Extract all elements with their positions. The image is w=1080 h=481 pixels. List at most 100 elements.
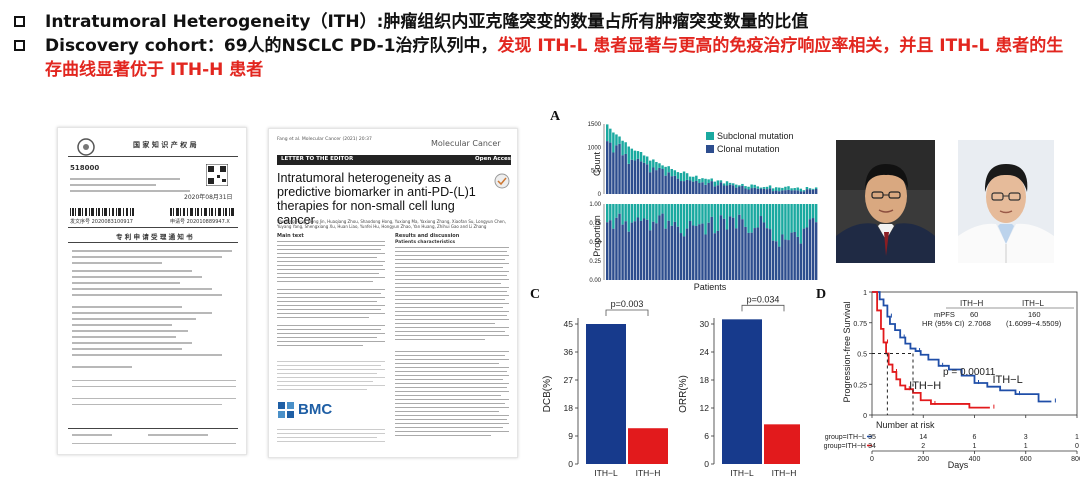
bar-chart-ytick: 24 (700, 347, 710, 357)
proportion-bar-clonal (787, 240, 790, 280)
letter-col1-head: Main text (277, 233, 304, 239)
proportion-bar-subclonal (606, 204, 609, 223)
count-bar-clonal (750, 188, 753, 194)
count-bar-subclonal (731, 183, 735, 186)
proportion-bar-clonal (799, 243, 803, 280)
count-bar-subclonal (701, 178, 704, 183)
bar-chart-ytick: 12 (700, 403, 710, 413)
count-bar-subclonal (688, 176, 692, 181)
proportion-bar-clonal (735, 228, 738, 280)
count-bar-subclonal (624, 142, 627, 154)
count-bar-subclonal (719, 180, 723, 183)
proportion-bar-subclonal (615, 204, 618, 218)
panel-a-bottom-ticks: 1.00 0.75 0.50 0.25 0.00 (589, 202, 605, 284)
letter-journal-ref: Fang et al. Molecular Cancer (2021) 20:3… (277, 137, 372, 142)
proportion-bar-clonal (661, 213, 664, 280)
risk-count: 1 (1024, 443, 1028, 450)
count-bar-clonal (633, 160, 637, 194)
bullet-discovery-cohort: Discovery cohort：69人的NSCLC PD-1治疗队列中，发现 … (14, 34, 1070, 82)
proportion-bar-subclonal (612, 204, 615, 229)
orr-bar-chart: ORR(%) 0 6 12 18 24 30 ITH−L ITH−H p=0.034 (678, 294, 800, 477)
proportion-bar-subclonal (799, 204, 803, 244)
letter-col2-sub: Patients characteristics (395, 240, 456, 245)
table-row1-label: mPFS (934, 310, 955, 319)
proportion-bar-subclonal (784, 204, 787, 240)
bar-chart-ytick: 30 (700, 319, 710, 329)
count-bar-clonal (642, 162, 646, 194)
square-bullet-icon (14, 16, 25, 27)
proportion-bar-clonal (796, 236, 799, 280)
count-bar-clonal (667, 172, 670, 194)
proportion-bar-subclonal (738, 204, 741, 215)
count-bar-subclonal (725, 181, 729, 186)
count-bar-subclonal (609, 128, 612, 143)
patent-notice-id-left: 发文序号 2020083100917 (70, 219, 133, 225)
bar-ITH−L (722, 319, 762, 464)
check-for-updates-icon (494, 173, 510, 189)
proportion-bar-clonal (765, 228, 769, 280)
count-bar-subclonal (713, 181, 716, 187)
patent-office-name: 国 家 知 识 产 权 局 (133, 141, 197, 149)
proportion-bar-clonal (624, 221, 627, 280)
panel-d-km-curves (872, 291, 1056, 409)
count-bar-clonal (698, 183, 701, 194)
count-bar-clonal (805, 189, 809, 194)
count-bar-clonal (719, 182, 723, 194)
count-bar-subclonal (799, 188, 803, 192)
panel-d-ytick: 1 (863, 290, 867, 297)
panel-a-legend: Subclonal mutation Clonal mutation (706, 131, 794, 154)
count-bar-subclonal (664, 166, 667, 176)
count-bar-clonal (787, 189, 790, 194)
proportion-bar-clonal (753, 228, 756, 280)
proportion-bar-subclonal (802, 204, 806, 229)
count-bar-subclonal (695, 175, 698, 181)
proportion-bar-subclonal (704, 204, 707, 235)
table-row1-h: 60 (970, 310, 978, 319)
count-bar-subclonal (649, 160, 652, 173)
count-bar-subclonal (658, 163, 661, 168)
count-bar-clonal (652, 167, 655, 194)
panel-d-ylabel: Progression-free Survival (842, 301, 852, 402)
panel-d-ticks: 0 0.25 0.5 0.75 1 (853, 290, 1078, 420)
count-bar-subclonal (685, 173, 689, 180)
panel-a-bottom-tick: 0.25 (589, 259, 601, 265)
count-bar-clonal (735, 187, 738, 194)
count-bar-subclonal (735, 184, 738, 188)
proportion-bar-clonal (716, 230, 720, 280)
count-bar-subclonal (630, 148, 634, 160)
proportion-bar-clonal (778, 246, 781, 280)
risk-table-title: Number at risk (876, 420, 935, 430)
risk-count: 2 (921, 443, 925, 450)
table-head-ith-h: ITH−H (960, 299, 984, 308)
bar-chart-ytick: 0 (704, 459, 709, 469)
count-bar-subclonal (722, 183, 726, 186)
count-bar-clonal (765, 189, 769, 194)
count-bar-clonal (661, 168, 664, 194)
proportion-bar-subclonal (753, 204, 756, 229)
proportion-bar-subclonal (655, 204, 658, 224)
proportion-bar-clonal (670, 225, 673, 280)
table-row2-h: 2.7068 (968, 319, 991, 328)
proportion-bar-subclonal (731, 204, 735, 218)
count-bar-subclonal (781, 187, 784, 191)
count-bar-subclonal (768, 185, 772, 189)
proportion-bar-clonal (606, 222, 609, 280)
panel-d-survival-plot: D Progression-free Survival 0 0.25 0.5 0.75… (816, 287, 1080, 470)
count-bar-subclonal (762, 187, 766, 189)
count-bar-subclonal (747, 186, 750, 190)
proportion-bar-subclonal (744, 204, 747, 227)
dcb-bar-chart: DCB(%) 0 9 18 27 36 45 ITH−L ITH−H p=0.003 (542, 299, 668, 477)
bullet2-label: Discovery cohort： (45, 36, 224, 56)
table-row2-l: (1.6099−4.5509) (1006, 319, 1062, 328)
count-bar-clonal (759, 188, 763, 194)
letter-section: LETTER TO THE EDITOR (281, 156, 354, 162)
proportion-bar-subclonal (741, 204, 744, 220)
risk-count: 14 (919, 434, 927, 441)
count-bar-subclonal (627, 146, 630, 164)
proportion-bar-clonal (756, 227, 760, 280)
count-bar-subclonal (639, 152, 643, 162)
proportion-bar-clonal (811, 218, 815, 280)
count-bar-subclonal (771, 188, 775, 192)
count-bar-clonal (688, 180, 692, 194)
count-bar-clonal (618, 143, 621, 194)
